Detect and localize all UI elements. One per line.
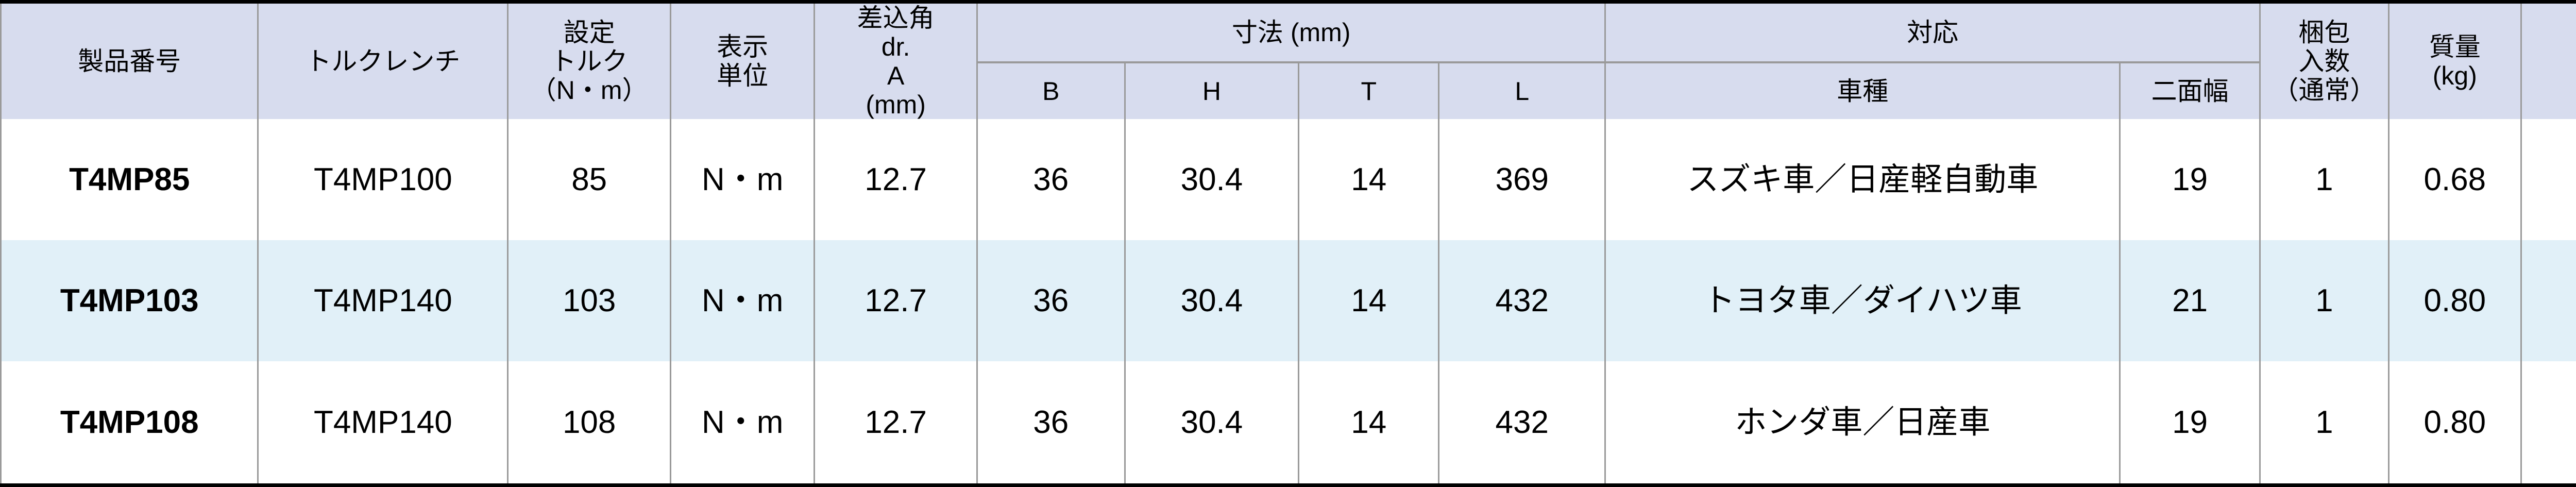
header-dimension-b-label: B <box>1042 77 1059 106</box>
header-case-size: ケース寸法 CASESIZE <box>2521 2 2576 120</box>
header-drive-size-line3: A <box>818 61 973 90</box>
cell-dimension-h: 30.4 <box>1125 240 1299 361</box>
header-torque-wrench-label: トルクレンチ <box>306 47 460 76</box>
cell-mass: 0.80 <box>2388 240 2521 361</box>
header-mass-unit: (kg) <box>2393 61 2517 90</box>
cell-across-flats: 19 <box>2120 119 2260 240</box>
cell-package-qty: 1 <box>2260 240 2389 361</box>
header-case-size-line1: ケース寸法 <box>2525 32 2576 61</box>
cell-vehicle-type: ホンダ車／日産車 <box>1605 361 2120 485</box>
header-package-qty-line1: 梱包 <box>2264 18 2385 47</box>
cell-dimension-b: 36 <box>977 240 1125 361</box>
header-drive-size: 差込角 dr. A (mm) <box>815 2 977 120</box>
header-drive-size-line1: 差込角 <box>818 4 973 32</box>
cell-case-size: 505 × 97 × 70 <box>2521 119 2576 240</box>
cell-set-torque: 85 <box>508 119 671 240</box>
header-vehicle-type-label: 車種 <box>1837 77 1888 106</box>
table-body: T4MP85 T4MP100 85 N・m 12.7 36 30.4 14 36… <box>1 119 2576 485</box>
header-display-unit-line1: 表示 <box>674 32 810 61</box>
header-drive-size-unit: (mm) <box>818 90 973 119</box>
cell-set-torque: 108 <box>508 361 671 485</box>
cell-display-unit: N・m <box>671 240 815 361</box>
cell-package-qty: 1 <box>2260 361 2389 485</box>
cell-package-qty: 1 <box>2260 119 2389 240</box>
header-dimension-h-label: H <box>1202 77 1221 106</box>
cell-vehicle-type: トヨタ車／ダイハツ車 <box>1605 240 2120 361</box>
cell-drive-size: 12.7 <box>815 361 977 485</box>
cell-case-size: 505 × 97 × 70 <box>2521 361 2576 485</box>
header-product-number: 製品番号 <box>1 2 258 120</box>
header-vehicle-type: 車種 <box>1605 62 2120 119</box>
cell-torque-wrench: T4MP140 <box>258 240 508 361</box>
cell-torque-wrench: T4MP100 <box>258 119 508 240</box>
table-header: 製品番号 トルクレンチ 設定 トルク （N・m） 表示 単位 差込角 dr. A… <box>1 2 2576 120</box>
header-mass: 質量 (kg) <box>2388 2 2521 120</box>
header-display-unit-line2: 単位 <box>674 61 810 90</box>
cell-product-number: T4MP85 <box>1 119 258 240</box>
table-row: T4MP85 T4MP100 85 N・m 12.7 36 30.4 14 36… <box>1 119 2576 240</box>
header-row-primary: 製品番号 トルクレンチ 設定 トルク （N・m） 表示 単位 差込角 dr. A… <box>1 2 2576 62</box>
cell-torque-wrench: T4MP140 <box>258 361 508 485</box>
header-across-flats: 二面幅 <box>2120 62 2260 119</box>
header-case-size-line2: CASESIZE <box>2525 61 2576 90</box>
header-set-torque-unit: （N・m） <box>512 76 667 105</box>
cell-dimension-l: 369 <box>1439 119 1605 240</box>
header-product-number-label: 製品番号 <box>78 47 181 76</box>
cell-dimension-l: 432 <box>1439 240 1605 361</box>
cell-product-number: T4MP103 <box>1 240 258 361</box>
header-set-torque-line2: トルク <box>512 47 667 76</box>
cell-dimension-h: 30.4 <box>1125 119 1299 240</box>
cell-vehicle-type: スズキ車／日産軽自動車 <box>1605 119 2120 240</box>
cell-display-unit: N・m <box>671 119 815 240</box>
cell-mass: 0.68 <box>2388 119 2521 240</box>
cell-set-torque: 103 <box>508 240 671 361</box>
cell-display-unit: N・m <box>671 361 815 485</box>
header-package-qty-line3: （通常） <box>2264 76 2385 105</box>
header-dimension-l-label: L <box>1515 77 1529 106</box>
cell-drive-size: 12.7 <box>815 240 977 361</box>
header-package-qty-line2: 入数 <box>2264 47 2385 76</box>
header-dimensions-group: 寸法 (mm) <box>977 2 1605 62</box>
header-set-torque-line1: 設定 <box>512 18 667 47</box>
cell-case-size: 505 × 97 × 70 <box>2521 240 2576 361</box>
cell-drive-size: 12.7 <box>815 119 977 240</box>
cell-dimension-h: 30.4 <box>1125 361 1299 485</box>
cell-mass: 0.80 <box>2388 361 2521 485</box>
header-dimension-l: L <box>1439 62 1605 119</box>
cell-dimension-t: 14 <box>1299 119 1439 240</box>
header-drive-size-line2: dr. <box>818 32 973 61</box>
table-row: T4MP103 T4MP140 103 N・m 12.7 36 30.4 14 … <box>1 240 2576 361</box>
cell-product-number: T4MP108 <box>1 361 258 485</box>
cell-dimension-t: 14 <box>1299 240 1439 361</box>
cell-dimension-b: 36 <box>977 361 1125 485</box>
header-across-flats-label: 二面幅 <box>2151 77 2229 106</box>
header-display-unit: 表示 単位 <box>671 2 815 120</box>
cell-across-flats: 21 <box>2120 240 2260 361</box>
header-torque-wrench: トルクレンチ <box>258 2 508 120</box>
cell-dimension-b: 36 <box>977 119 1125 240</box>
header-dimension-t-label: T <box>1361 77 1377 106</box>
header-dimension-h: H <box>1125 62 1299 119</box>
cell-dimension-t: 14 <box>1299 361 1439 485</box>
header-set-torque: 設定 トルク （N・m） <box>508 2 671 120</box>
cell-across-flats: 19 <box>2120 361 2260 485</box>
header-dimension-t: T <box>1299 62 1439 119</box>
header-dimension-b: B <box>977 62 1125 119</box>
header-package-qty: 梱包 入数 （通常） <box>2260 2 2389 120</box>
table-row: T4MP108 T4MP140 108 N・m 12.7 36 30.4 14 … <box>1 361 2576 485</box>
cell-dimension-l: 432 <box>1439 361 1605 485</box>
header-mass-line1: 質量 <box>2393 32 2517 61</box>
header-compatibility-group: 対応 <box>1605 2 2260 62</box>
header-compatibility-group-label: 対応 <box>1907 18 1958 47</box>
header-dimensions-group-label: 寸法 (mm) <box>1232 18 1351 47</box>
